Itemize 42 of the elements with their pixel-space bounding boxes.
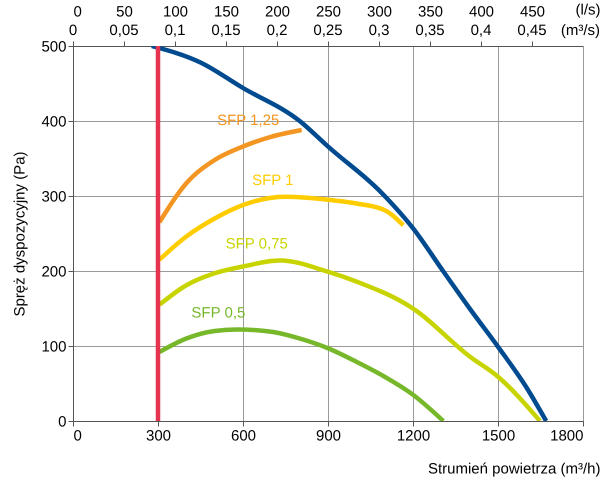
- y-tick-label: 100: [41, 338, 66, 356]
- x2-axis-title: (l/s): [576, 2, 600, 18]
- x-tick-label: 1800: [550, 428, 584, 444]
- x2-tick-label: 100: [162, 4, 188, 20]
- y-tick-label: 0: [58, 414, 66, 430]
- x2-tick-label: 450: [520, 4, 546, 20]
- x-tick-label: 0: [74, 428, 82, 444]
- text: 0,1: [164, 22, 186, 39]
- series-label: SFP 0,5: [191, 304, 246, 322]
- x2-tick-label: 50: [116, 4, 133, 20]
- y-tick-label: 500: [41, 38, 66, 56]
- x-tick-label: 600: [230, 428, 256, 444]
- series-label: SFP 0,75: [226, 236, 288, 252]
- x2-tick-label: 350: [418, 4, 444, 20]
- text: 0,45: [517, 22, 547, 39]
- x2-tick-label: 200: [264, 4, 290, 20]
- text: 0,4: [470, 22, 492, 39]
- text: 0,3: [368, 22, 390, 39]
- y-tick-label: 300: [41, 188, 66, 206]
- text: (m³/s): [560, 22, 600, 39]
- x-tick-label: 1200: [396, 428, 430, 444]
- x2-tick-label: 0: [74, 4, 82, 20]
- text: 0,2: [266, 22, 288, 39]
- text: 0,35: [415, 22, 445, 39]
- y-tick-label: 400: [41, 114, 66, 130]
- x2-tick-label: 300: [366, 4, 392, 20]
- x-tick-label: 1500: [482, 428, 516, 444]
- x2-tick-label: 250: [316, 4, 342, 20]
- x2-tick-label: 400: [468, 4, 494, 20]
- line-series: [150, 46, 548, 421]
- x-tick-label: 300: [146, 428, 172, 444]
- text: 0,15: [211, 22, 241, 39]
- y-axis-title: Spręż dyspozycyjny (Pa): [11, 151, 28, 317]
- series-label: SFP 1: [252, 172, 294, 189]
- text: 0,25: [313, 22, 343, 39]
- series-label: SFP 1,25: [217, 112, 280, 129]
- y-tick-label: 200: [41, 264, 66, 280]
- text: 0: [68, 22, 78, 39]
- x2-tick-label: 150: [214, 4, 240, 20]
- x-tick-label: 900: [316, 428, 342, 444]
- x-axis-title: Strumień powietrza (m³/h): [428, 460, 600, 478]
- text: 0,05: [109, 22, 139, 39]
